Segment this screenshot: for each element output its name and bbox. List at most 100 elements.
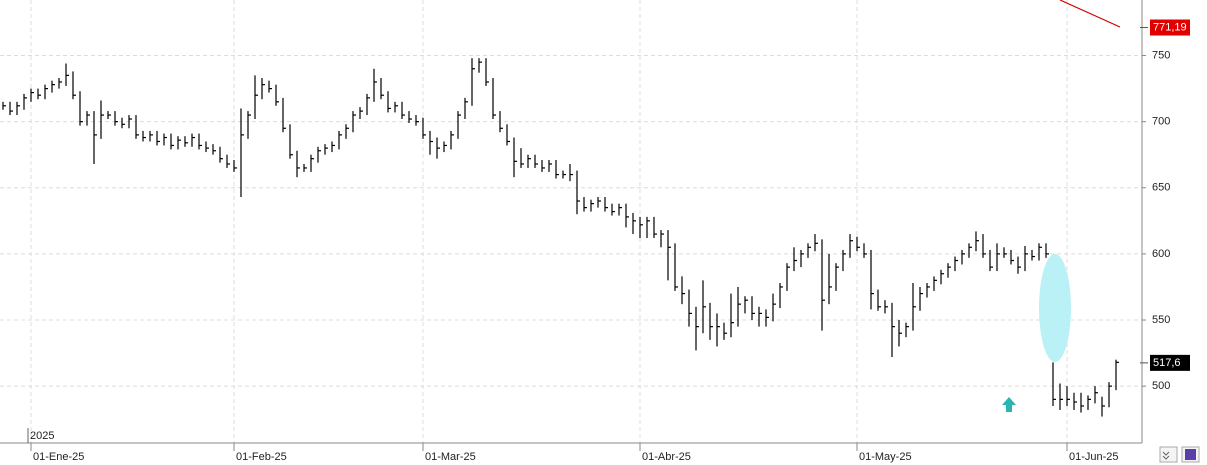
price-bar <box>835 263 839 291</box>
price-bar <box>989 249 993 272</box>
price-bar <box>44 84 48 100</box>
price-bar <box>471 58 475 106</box>
price-bar <box>1003 247 1007 258</box>
price-bar <box>1101 396 1105 417</box>
price-bar <box>604 197 608 212</box>
price-bar <box>86 111 90 126</box>
price-bar <box>779 282 783 309</box>
price-bar <box>373 68 377 102</box>
price-bar <box>457 111 461 139</box>
price-bar <box>919 286 923 311</box>
price-bar <box>149 130 153 142</box>
price-bar <box>1010 249 1014 265</box>
price-bar <box>58 78 62 89</box>
price-bar <box>499 111 503 133</box>
price-bar <box>478 58 482 73</box>
price-bar <box>975 231 979 252</box>
price-bar <box>709 302 713 340</box>
price-bar <box>870 249 874 310</box>
price-bar <box>443 141 447 153</box>
save-icon <box>1185 449 1196 460</box>
price-bar <box>723 322 727 340</box>
price-bar <box>114 111 118 126</box>
x-tick-label: 01-May-25 <box>859 451 912 463</box>
price-bar <box>345 124 349 139</box>
price-bar <box>541 160 545 172</box>
price-bar <box>338 130 342 150</box>
price-bar <box>807 243 811 258</box>
price-bar <box>842 249 846 272</box>
price-bar <box>429 130 433 155</box>
price-bar <box>450 130 454 150</box>
price-bar <box>247 111 251 139</box>
price-bar <box>660 230 664 248</box>
price-bar <box>219 146 223 163</box>
y-tick-label: 700 <box>1152 116 1170 128</box>
x-tick-label: 01-Abr-25 <box>642 451 691 463</box>
price-bar <box>898 320 902 347</box>
price-bar <box>576 170 580 215</box>
price-bar <box>240 108 244 198</box>
price-bar <box>730 293 734 338</box>
x-tick-label: 01-Feb-25 <box>236 451 287 463</box>
price-bar <box>156 130 160 146</box>
price-bar <box>422 117 426 139</box>
price-bar <box>590 199 594 212</box>
price-bar <box>751 296 755 321</box>
price-bar <box>191 133 195 147</box>
price-bar <box>65 63 69 86</box>
price-bar <box>415 115 419 126</box>
price-bar <box>16 101 20 116</box>
price-bar <box>681 276 685 305</box>
price-bar <box>324 144 328 155</box>
price-bar <box>268 80 272 93</box>
price-bar <box>1038 243 1042 261</box>
price-bar <box>1066 386 1070 406</box>
price-bar <box>520 148 524 168</box>
price-bar <box>996 243 1000 272</box>
price-bar <box>275 84 279 106</box>
price-bar <box>261 78 265 100</box>
toolbar <box>1159 446 1200 463</box>
price-bar <box>513 137 517 178</box>
price-bar <box>884 300 888 314</box>
price-bar <box>23 93 27 110</box>
price-bar <box>492 78 496 120</box>
y-tick-label: 500 <box>1152 380 1170 392</box>
price-bar <box>583 197 587 212</box>
price-bar <box>786 263 790 291</box>
price-bar <box>954 256 958 272</box>
price-bar <box>562 170 566 179</box>
price-bar <box>765 309 769 327</box>
price-bar <box>408 111 412 123</box>
price-bar <box>737 286 741 327</box>
price-bar <box>254 75 258 120</box>
price-bar <box>128 115 132 129</box>
price-label-box <box>1150 354 1190 371</box>
y-tick-label: 750 <box>1152 49 1170 61</box>
price-bar <box>695 306 699 351</box>
price-bar <box>331 141 335 153</box>
price-bar <box>1045 243 1049 258</box>
price-bar <box>100 100 104 139</box>
price-bar <box>1031 249 1035 261</box>
price-bar <box>618 203 622 216</box>
price-bar <box>646 216 650 239</box>
price-bar <box>828 253 832 305</box>
price-bar <box>1108 382 1112 408</box>
price-bar <box>177 136 181 150</box>
y-tick-label: 600 <box>1152 248 1170 260</box>
price-bar <box>569 163 573 182</box>
price-bar <box>226 154 230 168</box>
price-bar <box>163 133 167 146</box>
price-bar <box>674 243 678 291</box>
year-label: 2025 <box>30 430 54 442</box>
price-bar <box>947 263 951 278</box>
price-bar <box>744 296 748 314</box>
zoom-button[interactable] <box>1159 446 1178 463</box>
price-bar <box>380 78 384 100</box>
price-bar <box>317 146 321 163</box>
zoom-icon <box>1162 451 1170 460</box>
price-bar <box>716 313 720 347</box>
